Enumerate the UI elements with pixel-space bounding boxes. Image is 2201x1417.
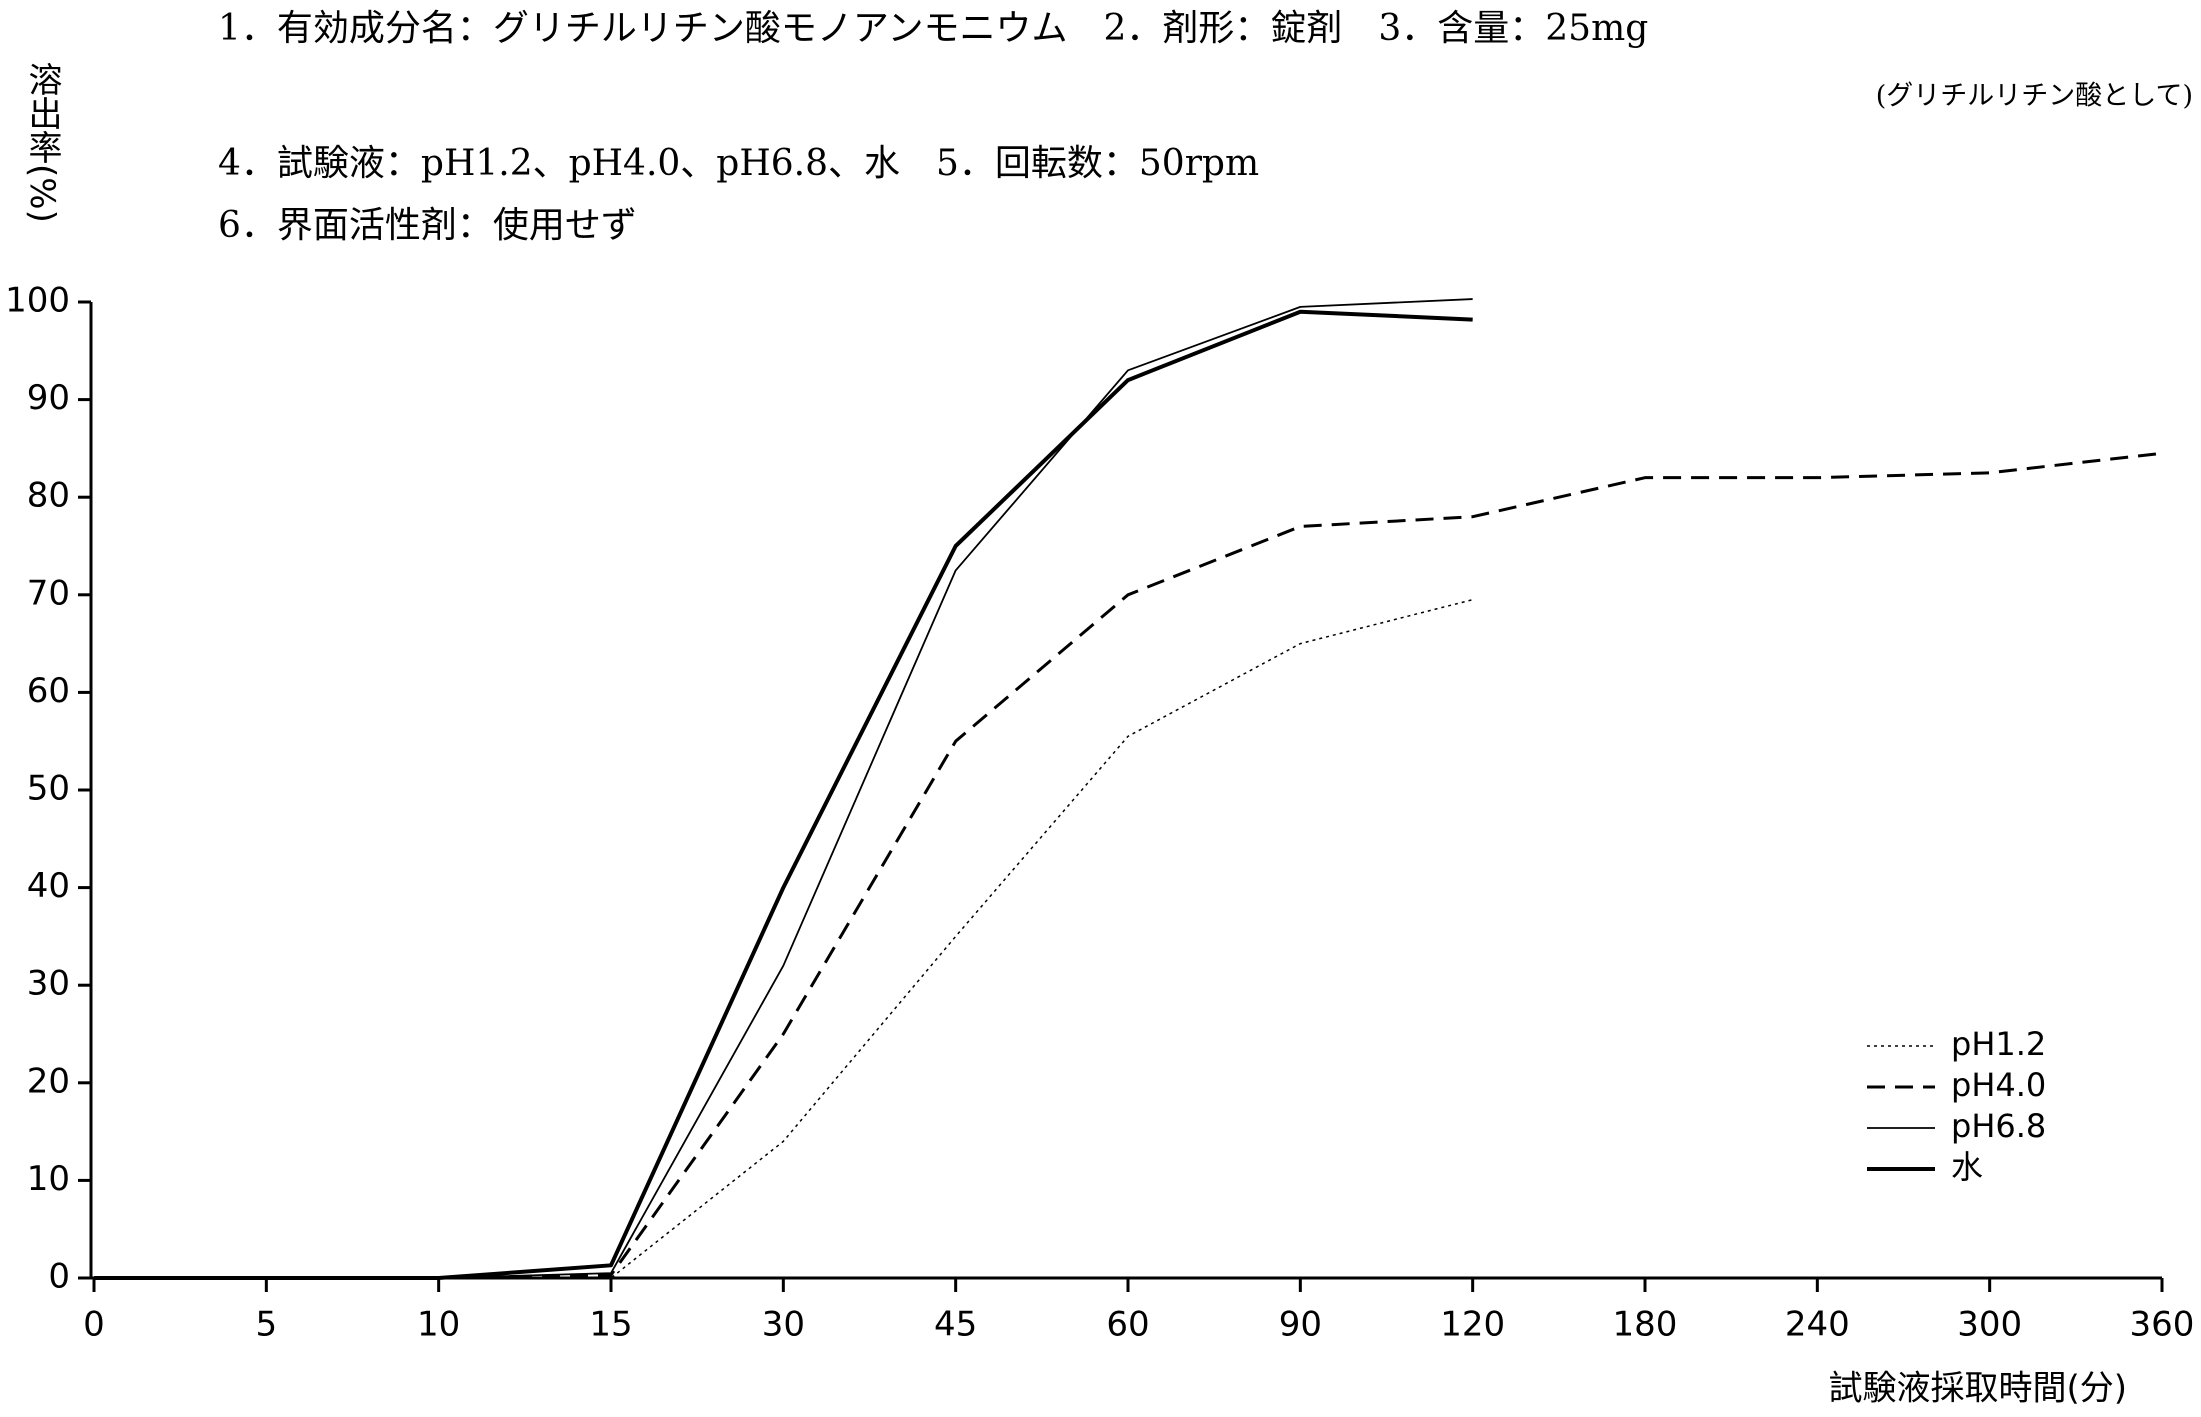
x-tick-label: 120 (1440, 1305, 1505, 1345)
y-tick-label: 100 (5, 281, 70, 321)
series-line (94, 298, 1473, 1279)
legend-label: pH6.8 (1951, 1107, 2046, 1145)
annotation: 4．試験液：pH1.2、pH4.0、pH6.8、水 5．回転数：50rpm (218, 143, 1259, 184)
x-tick-label: 45 (934, 1305, 977, 1345)
y-tick-label: 70 (27, 573, 70, 613)
x-tick-label: 300 (1957, 1305, 2022, 1345)
chart-subtitle: (グリチルリチン酸として) (1876, 81, 2193, 112)
series-line (94, 451, 2163, 1280)
y-tick-label: 90 (27, 378, 70, 418)
y-tick-label: 10 (27, 1159, 70, 1199)
x-tick-label: 360 (2130, 1305, 2195, 1345)
x-tick-label: 15 (589, 1305, 632, 1345)
x-tick-label: 10 (417, 1305, 460, 1345)
x-tick-label: 180 (1613, 1305, 1678, 1345)
legend-label: 水 (1951, 1148, 1983, 1186)
y-tick-label: 60 (27, 671, 70, 711)
series-line (94, 598, 1473, 1279)
series-line (94, 309, 1473, 1280)
x-axis-label: 試験液採取時間(分) (1828, 1369, 2127, 1409)
x-tick-label: 240 (1785, 1305, 1850, 1345)
y-tick-label: 30 (27, 964, 70, 1004)
chart-title: 1．有効成分名：グリチルリチン酸モノアンモニウム 2．剤形：錠剤 3．含量：25… (218, 8, 1648, 49)
x-tick-label: 90 (1279, 1305, 1322, 1345)
x-tick-label: 60 (1106, 1305, 1149, 1345)
y-tick-label: 50 (27, 769, 70, 809)
x-tick-label: 0 (83, 1305, 105, 1345)
y-tick-label: 80 (27, 476, 70, 516)
legend-label: pH4.0 (1951, 1066, 2046, 1104)
annotation: 6．界面活性剤：使用せず (218, 205, 637, 246)
y-tick-label: 20 (27, 1061, 70, 1101)
legend-label: pH1.2 (1951, 1025, 2046, 1063)
y-tick-label: 0 (48, 1257, 70, 1297)
y-axis-label: 溶出率(%) (22, 62, 62, 223)
x-tick-label: 30 (762, 1305, 805, 1345)
x-tick-label: 5 (256, 1305, 278, 1345)
y-tick-label: 40 (27, 866, 70, 906)
